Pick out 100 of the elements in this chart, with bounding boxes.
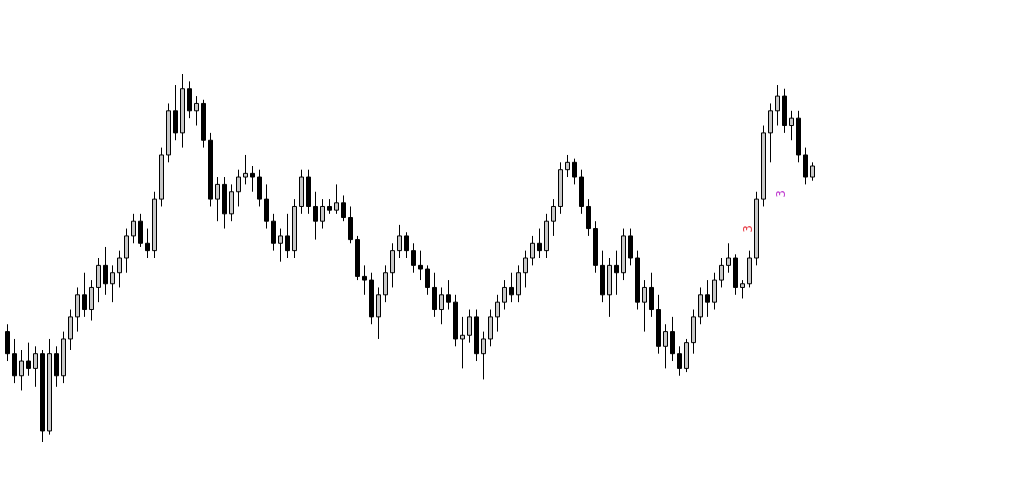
annotation: 3 — [774, 189, 788, 198]
candlestick — [698, 286, 703, 325]
candlestick — [145, 228, 150, 259]
candlestick — [33, 345, 38, 388]
candlestick — [369, 272, 374, 325]
candlestick — [796, 110, 801, 163]
candlestick — [166, 102, 171, 163]
candlestick — [642, 279, 647, 333]
candlestick — [656, 294, 661, 355]
candlestick — [761, 125, 766, 207]
candlestick — [474, 309, 479, 362]
candlestick — [159, 147, 164, 207]
candlestick — [565, 154, 570, 178]
candlestick — [530, 235, 535, 266]
candlestick — [271, 213, 276, 252]
candlestick — [292, 198, 297, 259]
candlestick — [376, 286, 381, 340]
candlestick — [663, 323, 668, 369]
candlestick — [803, 147, 808, 185]
candlestick — [754, 191, 759, 266]
candlestick — [789, 110, 794, 141]
candlestick — [12, 338, 17, 384]
candlestick — [481, 331, 486, 380]
candlestick — [572, 158, 577, 185]
candlestick — [117, 250, 122, 288]
candlestick — [285, 213, 290, 259]
candlestick — [509, 272, 514, 303]
candlestick — [705, 279, 710, 318]
candlestick — [495, 294, 500, 333]
candlestick — [516, 264, 521, 303]
candlestick — [236, 169, 241, 207]
candlestick — [68, 309, 73, 351]
candlestick — [110, 264, 115, 303]
candlestick — [54, 345, 59, 388]
candlestick — [40, 349, 45, 443]
candlestick — [334, 183, 339, 215]
candlestick — [390, 242, 395, 288]
candlestick — [537, 228, 542, 259]
candlestick — [61, 331, 66, 384]
candlestick — [96, 257, 101, 303]
candlestick — [586, 198, 591, 237]
candlestick — [446, 279, 451, 311]
candlestick — [222, 176, 227, 230]
candlestick — [460, 316, 465, 369]
candlestick — [5, 323, 10, 362]
candlestick — [306, 169, 311, 215]
candlestick — [418, 250, 423, 281]
candlestick — [320, 198, 325, 230]
candlestick — [299, 169, 304, 215]
candlestick — [404, 231, 409, 259]
candlestick — [775, 84, 780, 127]
candlestick — [523, 250, 528, 288]
candlestick — [82, 272, 87, 318]
candlestick — [768, 102, 773, 163]
candlestick — [355, 235, 360, 281]
candlestick — [600, 250, 605, 303]
candlestick — [621, 228, 626, 281]
candlestick — [425, 264, 430, 296]
candlestick — [740, 279, 745, 299]
candlestick — [747, 250, 752, 288]
candlestick — [397, 224, 402, 259]
candlestick — [432, 272, 437, 318]
candlestick — [194, 95, 199, 127]
candlestick — [47, 338, 52, 436]
candlestick — [467, 309, 472, 344]
candlestick — [215, 176, 220, 222]
candlestick — [180, 73, 185, 149]
candlestick — [278, 228, 283, 263]
candlestick — [670, 316, 675, 362]
candlestick — [201, 99, 206, 149]
candlestick — [558, 161, 563, 215]
candlestick — [593, 220, 598, 274]
candlestick — [719, 257, 724, 288]
candlestick — [383, 264, 388, 303]
candlestick — [488, 309, 493, 347]
candlestick — [19, 349, 24, 391]
candlestick — [691, 309, 696, 355]
candlestick — [684, 338, 689, 373]
candlestick — [635, 250, 640, 311]
candlestick — [243, 154, 248, 185]
candlestick — [628, 228, 633, 266]
candlestick — [257, 169, 262, 207]
candlestick — [327, 198, 332, 215]
candlestick — [649, 272, 654, 318]
candlestick — [138, 213, 143, 248]
candlestick — [614, 250, 619, 296]
candlestick — [75, 286, 80, 333]
candlestick — [103, 246, 108, 296]
candlestick — [579, 169, 584, 215]
candlestick — [362, 264, 367, 296]
candlestick — [502, 279, 507, 311]
candlestick — [89, 279, 94, 322]
candlestick — [677, 345, 682, 377]
candlestick — [187, 80, 192, 119]
candlestick — [313, 191, 318, 241]
candlestick — [810, 161, 815, 182]
candlestick — [544, 213, 549, 259]
candlestick — [208, 132, 213, 207]
candlestick — [712, 272, 717, 311]
candlestick — [733, 253, 738, 296]
